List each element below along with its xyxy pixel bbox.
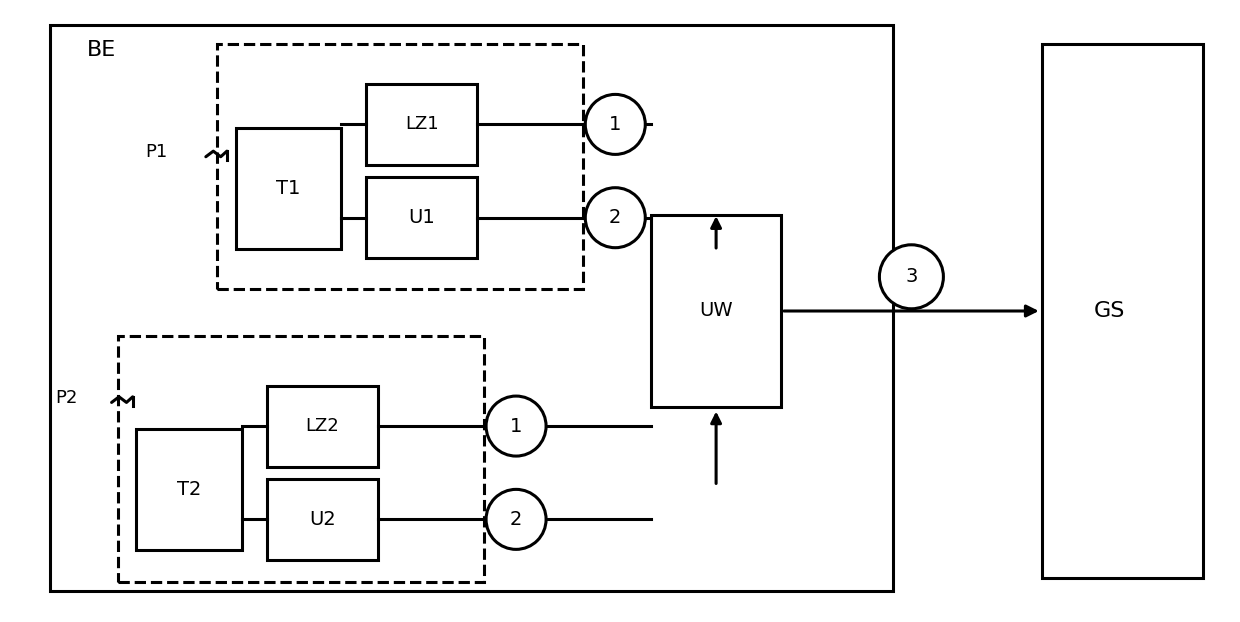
- Bar: [1042, 44, 1203, 578]
- Text: 1: 1: [510, 417, 522, 435]
- Ellipse shape: [585, 188, 645, 248]
- Ellipse shape: [585, 95, 645, 154]
- Ellipse shape: [879, 245, 944, 309]
- Text: BE: BE: [87, 40, 117, 60]
- Ellipse shape: [486, 396, 546, 456]
- Ellipse shape: [486, 490, 546, 549]
- Text: 2: 2: [510, 510, 522, 529]
- Bar: [366, 177, 477, 258]
- Text: GS: GS: [1094, 301, 1126, 321]
- Text: U1: U1: [408, 208, 435, 227]
- Text: LZ1: LZ1: [404, 116, 439, 133]
- Bar: [267, 479, 378, 560]
- Text: P2: P2: [56, 389, 78, 407]
- Text: UW: UW: [699, 302, 733, 320]
- Text: 3: 3: [905, 267, 918, 286]
- Bar: [50, 25, 893, 591]
- Text: 2: 2: [609, 208, 621, 227]
- Text: P1: P1: [145, 144, 167, 161]
- Bar: [217, 44, 583, 289]
- Text: T2: T2: [177, 480, 201, 499]
- Bar: [136, 429, 242, 550]
- Text: T1: T1: [277, 179, 300, 198]
- Bar: [118, 336, 484, 582]
- Bar: [267, 386, 378, 466]
- Bar: [651, 215, 781, 407]
- Text: 1: 1: [609, 115, 621, 134]
- Text: U2: U2: [309, 510, 336, 529]
- Bar: [236, 128, 341, 249]
- Text: LZ2: LZ2: [305, 417, 340, 435]
- Bar: [366, 84, 477, 165]
